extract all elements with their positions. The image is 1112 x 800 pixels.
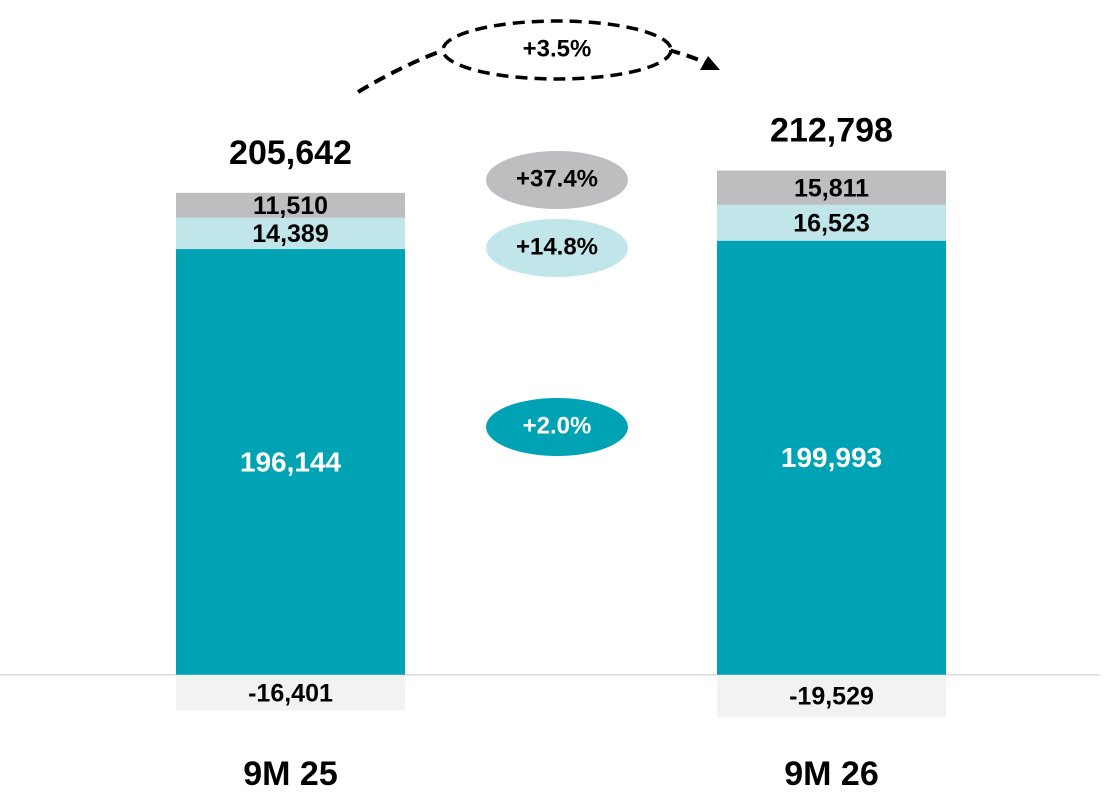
value-label: 15,811 [794, 174, 869, 202]
bar-segment [717, 170, 946, 205]
value-label: 199,993 [781, 442, 882, 473]
total-label: 212,798 [770, 111, 893, 149]
bar-segment [176, 217, 405, 250]
bar-segment [717, 240, 946, 675]
bar-segment [176, 249, 405, 675]
arrow-head [700, 56, 720, 70]
value-label: 11,510 [253, 192, 328, 220]
value-label: 14,389 [252, 220, 328, 248]
total-growth-label: +3.5% [523, 35, 592, 62]
growth-label: +14.8% [516, 233, 598, 260]
bar-segment [717, 674, 946, 718]
growth-bubble [486, 398, 628, 456]
value-label: -19,529 [789, 683, 874, 711]
total-label: 205,642 [229, 134, 352, 172]
x-tick-label: 9M 26 [784, 755, 879, 793]
growth-bubble [486, 151, 628, 209]
value-label: -16,401 [248, 679, 333, 707]
growth-label: +37.4% [516, 165, 598, 192]
growth-bubble [486, 219, 628, 277]
bar-segment [176, 192, 405, 218]
bar-segment [717, 204, 946, 241]
x-tick-label: 9M 25 [243, 755, 338, 793]
growth-label: +2.0% [523, 412, 592, 439]
value-label: 196,144 [240, 446, 342, 477]
bar-segment [176, 674, 405, 711]
value-label: 16,523 [793, 209, 869, 237]
growth-arrow [356, 40, 471, 94]
total-growth-bubble [441, 19, 673, 81]
